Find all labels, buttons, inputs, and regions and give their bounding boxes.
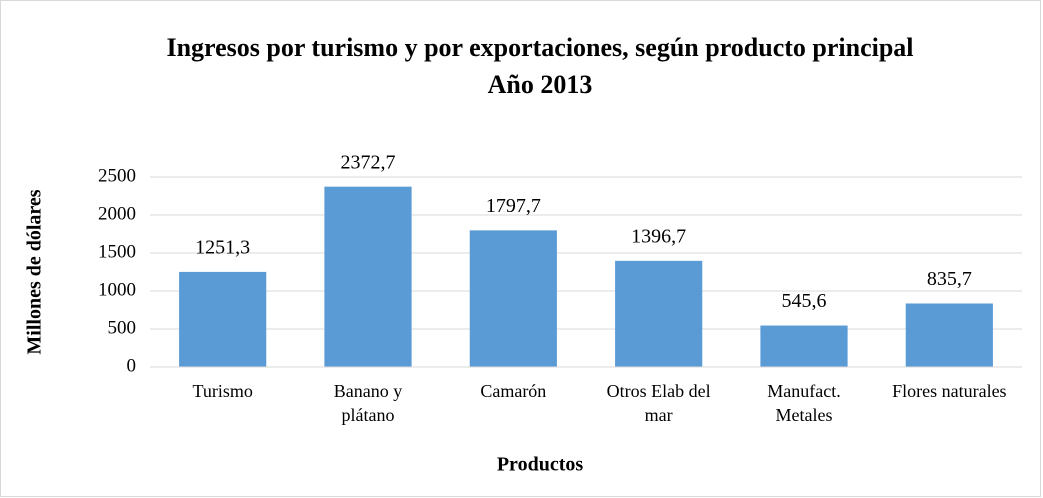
bar [324, 186, 412, 367]
y-tick-label: 2000 [98, 203, 136, 224]
bar [905, 303, 993, 367]
bar [469, 230, 557, 367]
x-tick-label: Turismo [192, 381, 252, 401]
y-tick-label: 0 [127, 355, 137, 376]
y-tick-label: 1000 [98, 279, 136, 300]
bar [760, 325, 848, 367]
value-label: 1251,3 [195, 236, 250, 258]
value-label: 2372,7 [341, 151, 396, 173]
bar [615, 260, 703, 367]
value-label: 1396,7 [631, 225, 686, 247]
y-tick-label: 500 [108, 317, 137, 338]
y-tick-label: 1500 [98, 241, 136, 262]
value-label: 835,7 [927, 268, 972, 290]
y-axis-title: Millones de dólares [24, 189, 46, 354]
value-label: 545,6 [782, 290, 827, 312]
value-label: 1797,7 [486, 195, 541, 217]
y-tick-label: 2500 [98, 165, 136, 186]
x-tick-label: Otros Elab del mar [607, 381, 711, 425]
bar [179, 271, 267, 367]
x-tick-label: Manufact. Metales [767, 381, 840, 425]
chart-title: Ingresos por turismo y por exportaciones… [166, 33, 913, 62]
x-tick-label: Flores naturales [892, 381, 1006, 401]
x-tick-label: Camarón [480, 381, 546, 401]
chart-subtitle: Año 2013 [488, 70, 593, 99]
x-tick-label: Banano y plátano [334, 381, 402, 425]
x-axis-title: Productos [497, 454, 584, 476]
